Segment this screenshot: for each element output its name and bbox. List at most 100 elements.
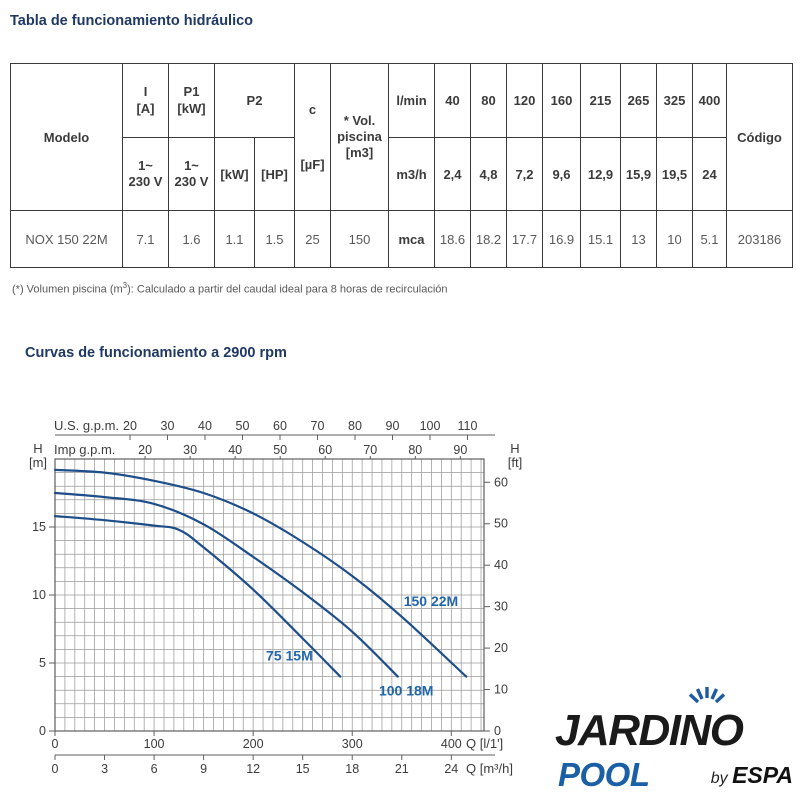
curve-75-15M: [53, 515, 342, 678]
flow-m3h-value: 4,8: [470, 137, 507, 211]
tick-label: 80: [408, 443, 422, 457]
header-p2-hp: [HP]: [254, 137, 295, 211]
cell-head: 17.7: [506, 210, 543, 268]
tick-label: 10: [494, 683, 508, 697]
tick-label: 15: [32, 520, 46, 534]
table-section-title: Tabla de funcionamiento hidráulico: [10, 13, 254, 29]
tick-label: 24: [444, 762, 458, 776]
header-pool-volume: * Vol. piscina [m3]: [330, 63, 389, 211]
right-axis-label: H: [510, 441, 519, 456]
tick-label: 0: [52, 762, 59, 776]
tick-label: 18: [345, 762, 359, 776]
header-p2: P2: [214, 63, 295, 138]
tick-label: 3: [101, 762, 108, 776]
cell-p2-kw: 1.1: [214, 210, 255, 268]
flow-m3h-value: 15,9: [620, 137, 657, 211]
header-current: I [A]: [122, 63, 169, 138]
curve-label-100-18M: 100 18M: [379, 683, 433, 699]
curves-section-title: Curvas de funcionamiento a 2900 rpm: [25, 345, 287, 361]
curve-label-75-15M: 75 15M: [266, 647, 313, 663]
tick-label: 0: [494, 724, 501, 738]
header-lmin: l/min: [388, 63, 435, 138]
tick-label: 30: [161, 419, 175, 433]
flow-m3h-value: 12,9: [580, 137, 621, 211]
flow-m3h-value: 7,2: [506, 137, 543, 211]
tick-label: 20: [123, 419, 137, 433]
tick-label: 20: [138, 443, 152, 457]
tick-label: 10: [32, 588, 46, 602]
cell-codigo: 203186: [726, 210, 793, 268]
cell-head: 13: [620, 210, 657, 268]
curve-label-150-22M: 150 22M: [404, 593, 458, 609]
jardino-pool-logo: JARDINO POOL by ESPA: [545, 686, 795, 798]
header-m3h: m3/h: [388, 137, 435, 211]
cell-p1: 1.6: [168, 210, 215, 268]
tick-label: 30: [494, 600, 508, 614]
header-voltage-i: 1~ 230 V: [122, 137, 169, 211]
tick-label: 70: [363, 443, 377, 457]
tick-label: 100: [144, 737, 165, 751]
tick-label: 30: [183, 443, 197, 457]
tick-label: 60: [273, 419, 287, 433]
cell-unit-mca: mca: [388, 210, 435, 268]
tick-label: 6: [151, 762, 158, 776]
tick-label: 110: [458, 419, 478, 433]
tick-label: 100: [420, 419, 441, 433]
tick-label: 90: [386, 419, 400, 433]
logo-by-espa: by ESPA: [710, 762, 793, 788]
tick-label: 0: [39, 724, 46, 738]
tick-label: 40: [198, 419, 212, 433]
left-axis-label: H: [33, 441, 42, 456]
table-row: NOX 150 22M 7.1 1.6 1.1 1.5 25 150 mca 1…: [10, 210, 793, 268]
flow-lmin-value: 40: [434, 63, 471, 138]
cell-capacitor: 25: [294, 210, 331, 268]
pool-volume-footnote: (*) Volumen piscina (m3): Calculado a pa…: [12, 281, 448, 296]
tick-label: 300: [342, 737, 363, 751]
tick-label: 21: [395, 762, 409, 776]
tick-label: 400: [441, 737, 462, 751]
cell-current: 7.1: [122, 210, 169, 268]
tick-label: 12: [246, 762, 260, 776]
flow-m3h-value: 9,6: [542, 137, 581, 211]
header-codigo: Código: [726, 63, 793, 211]
tick-label: 60: [318, 443, 332, 457]
cell-head: 15.1: [580, 210, 621, 268]
header-p1: P1 [kW]: [168, 63, 215, 138]
right-axis-label: [ft]: [508, 455, 522, 470]
tick-label: 90: [453, 443, 467, 457]
cell-head: 18.6: [434, 210, 471, 268]
cell-head: 18.2: [470, 210, 507, 268]
tick-label: 40: [228, 443, 242, 457]
flow-lmin-value: 215: [580, 63, 621, 138]
tick-label: 50: [494, 517, 508, 531]
logo-brand-text: JARDINO: [555, 706, 744, 755]
flow-lmin-value: 80: [470, 63, 507, 138]
tick-label: 70: [311, 419, 325, 433]
header-modelo: Modelo: [10, 63, 123, 211]
flow-lmin-value: 325: [656, 63, 693, 138]
flow-lmin-value: 265: [620, 63, 657, 138]
cell-head: 10: [656, 210, 693, 268]
flow-lmin-value: 400: [692, 63, 727, 138]
cell-modelo: NOX 150 22M: [10, 210, 123, 268]
tick-label: 15: [296, 762, 310, 776]
flow-m3h-value: 24: [692, 137, 727, 211]
tick-label: 40: [494, 558, 508, 572]
lmin-axis-label: Q [l/1']: [466, 736, 503, 751]
curve-150-22M: [53, 468, 468, 678]
imp-gpm-axis-label: Imp g.p.m.: [54, 442, 115, 457]
tick-label: 50: [273, 443, 287, 457]
tick-label: 5: [39, 656, 46, 670]
tick-label: 80: [348, 419, 362, 433]
tick-label: 60: [494, 475, 508, 489]
flow-lmin-value: 160: [542, 63, 581, 138]
header-voltage-p1: 1~ 230 V: [168, 137, 215, 211]
cell-head: 5.1: [692, 210, 727, 268]
tick-label: 50: [236, 419, 250, 433]
left-axis-label: [m]: [29, 455, 47, 470]
tick-label: 9: [200, 762, 207, 776]
us-gpm-axis-label: U.S. g.p.m.: [54, 418, 119, 433]
logo-pool-text: POOL: [558, 756, 650, 793]
tick-label: 200: [243, 737, 264, 751]
